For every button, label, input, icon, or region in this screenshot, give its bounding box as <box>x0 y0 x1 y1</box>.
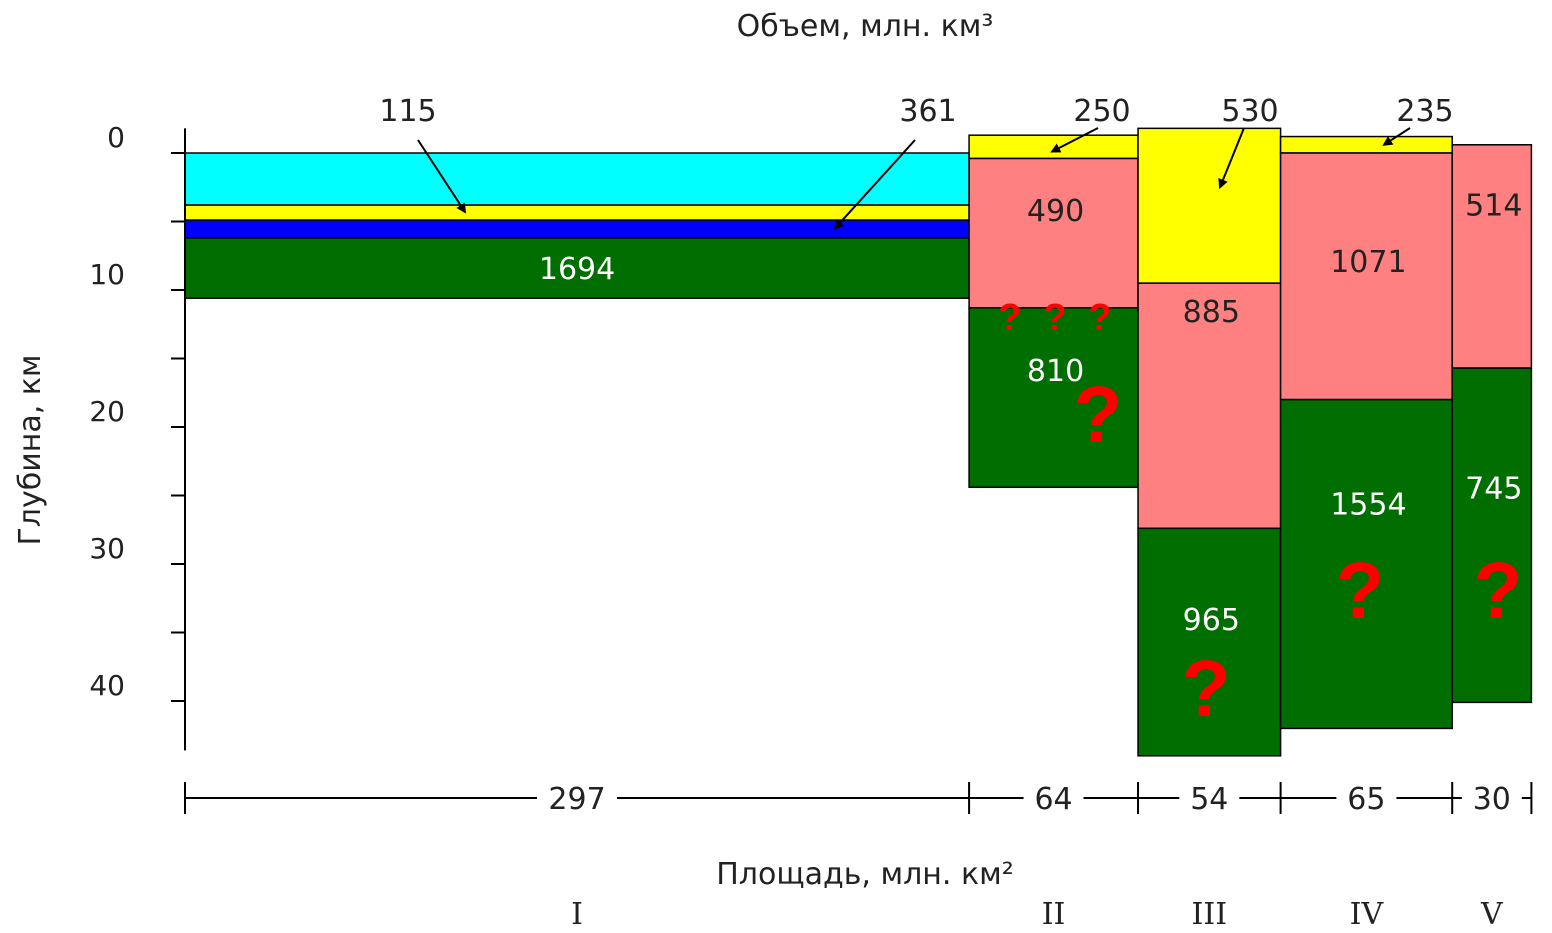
annotation-arrow <box>417 139 467 214</box>
question-marks: ??????? <box>998 297 1522 733</box>
y-tick-label: 20 <box>89 395 125 428</box>
volume-annotations: 115 361 250 530 235 <box>379 94 1454 230</box>
question-mark: ? <box>1182 644 1231 733</box>
question-mark: ? <box>1074 370 1123 459</box>
width-label: 54 <box>1190 782 1228 817</box>
layer-V-1 <box>1451 367 1533 704</box>
width-label: 30 <box>1473 782 1511 817</box>
layer-I-3 <box>184 237 970 299</box>
column-name: II <box>1042 897 1066 932</box>
question-mark: ? <box>998 297 1021 339</box>
layer-value: 745 <box>1465 471 1522 506</box>
column-name: V <box>1480 897 1504 932</box>
x-axis-label: Площадь, млн. км² <box>716 857 1014 892</box>
layer-IV-1 <box>1279 152 1453 401</box>
y-tick-label: 40 <box>89 669 125 702</box>
question-mark: ? <box>1088 297 1111 339</box>
annotation-arrow <box>1050 127 1099 153</box>
question-mark: ? <box>1336 546 1385 635</box>
layer-II-2 <box>968 307 1139 489</box>
layer-IV-0 <box>1279 135 1453 154</box>
y-axis-label: Глубина, км <box>13 354 48 545</box>
column-name: III <box>1192 897 1228 932</box>
column-name: IV <box>1350 897 1385 932</box>
layer-I-1 <box>184 204 970 221</box>
volume-annotation-label: 235 <box>1396 94 1453 129</box>
layer-III-1 <box>1137 282 1282 530</box>
layer-I-2 <box>184 219 970 239</box>
width-label: 297 <box>548 782 605 817</box>
layer-II-0 <box>968 134 1139 160</box>
chart-title: Объем, млн. км³ <box>737 9 994 44</box>
y-tick-label: 0 <box>107 121 125 154</box>
layer-V-0 <box>1451 144 1533 369</box>
bars-group <box>184 127 1533 757</box>
layer-value: 810 <box>1027 354 1084 389</box>
volume-annotation-label: 250 <box>1073 94 1130 129</box>
width-axis: 297 I 64 II 54 III 65 IV 30 V <box>184 782 1533 932</box>
layer-value: 885 <box>1183 295 1240 330</box>
layer-II-1 <box>968 157 1139 309</box>
layer-I-0 <box>184 152 970 206</box>
layer-value: 490 <box>1027 194 1084 229</box>
layer-value: 1554 <box>1330 488 1406 523</box>
layer-III-0 <box>1137 127 1282 284</box>
layer-value: 1694 <box>539 252 615 287</box>
layer-value: 514 <box>1465 188 1522 223</box>
y-tick-label: 10 <box>89 258 125 291</box>
question-mark: ? <box>1474 546 1523 635</box>
question-mark: ? <box>1043 297 1066 339</box>
annotation-arrow <box>1218 127 1245 190</box>
annotation-arrow <box>1382 127 1411 146</box>
annotation-arrow <box>833 139 916 230</box>
layer-labels: 1694 490 810 885 965 1071 1554 514 745 <box>539 188 1523 637</box>
y-axis: 0 10 20 30 40 <box>89 121 186 751</box>
layer-III-2 <box>1137 527 1282 757</box>
y-tick-label: 30 <box>89 532 125 565</box>
width-label: 65 <box>1347 782 1385 817</box>
layer-value: 1071 <box>1330 245 1406 280</box>
layer-IV-2 <box>1279 398 1453 730</box>
volume-annotation-label: 530 <box>1221 94 1278 129</box>
layer-value: 965 <box>1183 603 1240 638</box>
volume-annotation-label: 361 <box>899 94 956 129</box>
column-name: I <box>571 897 583 932</box>
width-label: 64 <box>1034 782 1072 817</box>
volume-annotation-label: 115 <box>379 94 436 129</box>
